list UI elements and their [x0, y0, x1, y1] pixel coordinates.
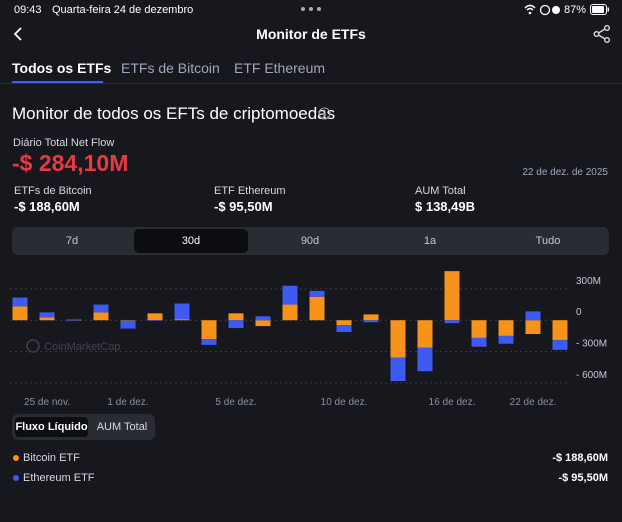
bar-segment — [444, 320, 460, 324]
bar-segment — [147, 320, 163, 321]
tab[interactable]: ETFs de Bitcoin — [121, 60, 220, 76]
summary-label: Diário Total Net Flow — [13, 137, 115, 149]
tab[interactable]: ETF Ethereum — [234, 60, 326, 76]
x-tick-label: 25 de nov. — [24, 397, 70, 408]
back-button[interactable] — [12, 26, 24, 42]
y-tick-label: - 300M — [576, 339, 607, 350]
bar-segment — [255, 320, 271, 327]
bar-segment — [228, 320, 244, 329]
range-button[interactable]: 7d — [65, 235, 79, 247]
toggle-button[interactable]: AUM Total — [96, 421, 148, 433]
bar-segment — [471, 320, 487, 338]
legend-label: Bitcoin ETF — [23, 452, 80, 464]
x-tick-label: 5 de dez. — [215, 397, 256, 408]
bar-segment — [390, 320, 406, 358]
bar-segment — [444, 271, 460, 321]
bar-segment — [336, 320, 352, 326]
info-icon[interactable] — [318, 107, 331, 120]
legend-label: Ethereum ETF — [23, 472, 95, 484]
battery-icon — [590, 4, 609, 15]
bar-segment — [552, 339, 568, 350]
bar-segment — [66, 319, 82, 321]
bar-segment — [525, 320, 541, 335]
legend-value: -$ 95,50M — [558, 472, 608, 484]
range-button[interactable]: Tudo — [535, 235, 561, 247]
bar-segment — [147, 313, 163, 321]
y-tick-label: - 600M — [576, 370, 607, 381]
bar-segment — [120, 320, 136, 321]
toggle-button[interactable]: Fluxo Líquido — [15, 417, 88, 437]
status-time: 09:43 — [14, 4, 42, 16]
bar-segment — [525, 311, 541, 321]
bar-segment — [471, 337, 487, 347]
section-title: Monitor de todos os EFTs de criptomoedas — [12, 104, 336, 123]
range-selector — [12, 227, 609, 255]
bar-segment — [309, 296, 325, 321]
y-tick-label: 0 — [576, 307, 582, 318]
share-button[interactable] — [593, 25, 611, 43]
bar-segment — [417, 320, 433, 348]
bar-segment — [174, 319, 190, 321]
bar-segment — [363, 320, 379, 323]
bar-segment — [282, 304, 298, 321]
stat-value: $ 138,49B — [415, 199, 475, 214]
bar-segment — [282, 285, 298, 305]
bar-segment — [552, 320, 568, 340]
range-button[interactable]: 90d — [300, 235, 320, 247]
bar-segment — [201, 339, 217, 345]
bar-segment — [228, 313, 244, 321]
legend-swatch — [13, 455, 19, 461]
stat-label: ETFs de Bitcoin — [14, 185, 92, 197]
y-tick-label: 300M — [576, 276, 601, 287]
x-tick-label: 16 de dez. — [429, 397, 476, 408]
x-tick-label: 10 de dez. — [321, 397, 368, 408]
tab-divider — [0, 83, 622, 84]
x-tick-label: 1 de dez. — [107, 397, 148, 408]
watermark-text: CoinMarketCap — [44, 341, 120, 353]
bar-segment — [39, 312, 55, 318]
bar-segment — [12, 297, 28, 307]
bar-segment — [39, 317, 55, 321]
stat-label: AUM Total — [415, 185, 466, 197]
bar-segment — [255, 316, 271, 321]
tab[interactable]: Todos os ETFs — [12, 60, 112, 76]
status-icons — [524, 4, 560, 16]
bar-segment — [201, 320, 217, 340]
chart: CoinMarketCap 300M 0 - 300M - 600M 25 de nov… — [10, 271, 607, 408]
range-button[interactable]: 30d — [134, 229, 248, 253]
summary-value: -$ 284,10M — [12, 150, 129, 176]
active-tab-indicator — [12, 81, 103, 83]
header-title: Monitor de ETFs — [256, 26, 366, 42]
bar-segment — [498, 335, 514, 344]
bar-segment — [174, 303, 190, 320]
battery-level: 87% — [564, 4, 587, 16]
stat-label: ETF Ethereum — [214, 185, 286, 197]
bar-segment — [93, 312, 109, 321]
watermark: CoinMarketCap — [26, 339, 120, 353]
status-date: Quarta-feira 24 de dezembro — [52, 4, 194, 16]
range-button[interactable]: 1a — [423, 235, 437, 247]
bar-segment — [390, 357, 406, 382]
stat-value: -$ 95,50M — [214, 199, 273, 214]
bar-segment — [309, 290, 325, 297]
summary-date: 22 de dez. de 2025 — [522, 167, 608, 178]
bar-segment — [417, 347, 433, 372]
multitask-dots[interactable] — [300, 6, 322, 12]
x-tick-label: 22 de dez. — [510, 397, 557, 408]
bar-segment — [363, 314, 379, 321]
legend-value: -$ 188,60M — [552, 452, 608, 464]
bar-segment — [12, 306, 28, 321]
bar-segment — [93, 304, 109, 313]
bar-segment — [120, 320, 136, 329]
bar-segment — [336, 325, 352, 333]
stat-value: -$ 188,60M — [14, 199, 80, 214]
legend-swatch — [13, 475, 19, 481]
bar-segment — [66, 320, 82, 321]
bar-segment — [498, 320, 514, 336]
